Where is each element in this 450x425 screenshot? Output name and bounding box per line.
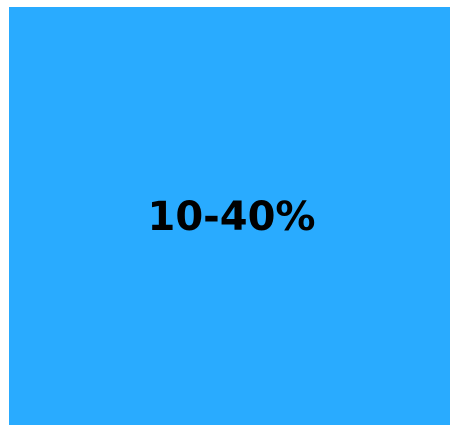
tile: 10-40% — [9, 7, 450, 425]
tile-label: 10-40% — [147, 194, 316, 240]
